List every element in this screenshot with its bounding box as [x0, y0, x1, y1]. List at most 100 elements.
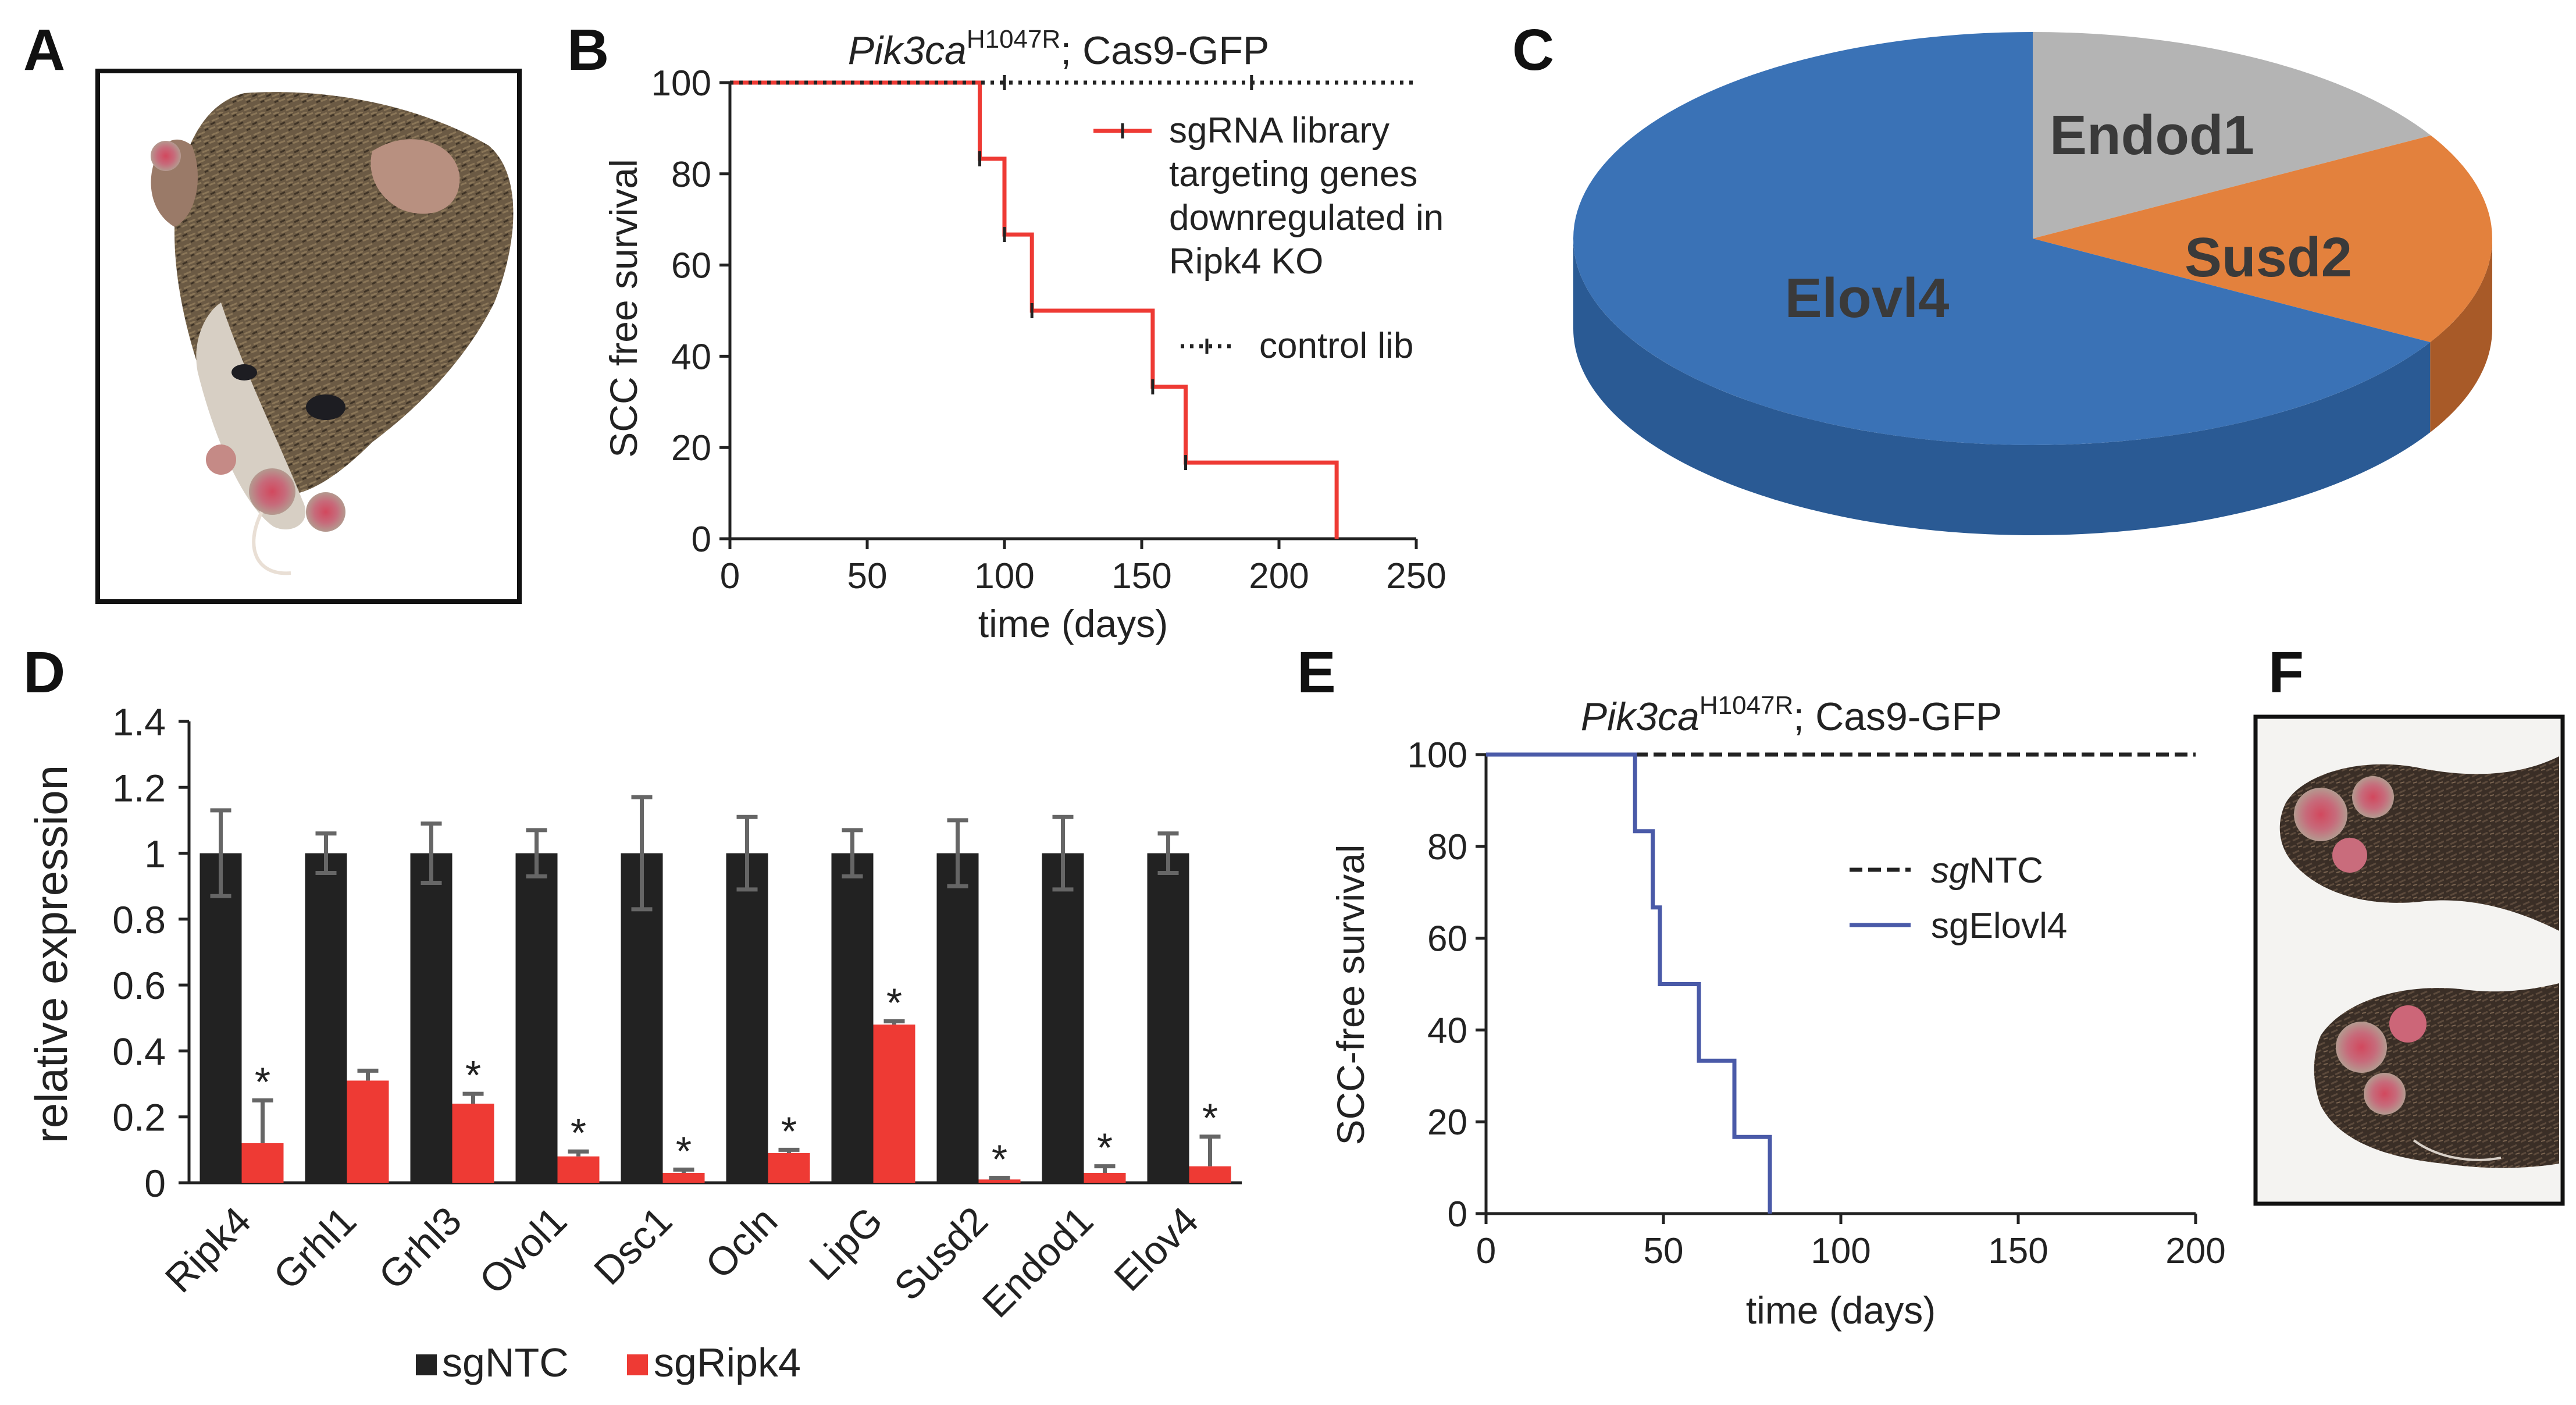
panel-b-ytick-label: 0: [692, 520, 711, 560]
panel-letter-a: A: [23, 17, 65, 83]
panel-e-xtick-label: 100: [1811, 1231, 1870, 1271]
panel-d-ytick-label: 0.4: [112, 1030, 166, 1073]
bar-sgripk4-endod1: [1084, 1173, 1126, 1183]
significance-star-grhl3: *: [465, 1052, 481, 1098]
pie-label-elovl4: Elovl4: [1785, 267, 1950, 329]
panel-b-title: Pik3caH1047R; Cas9-GFP: [848, 25, 1270, 73]
panel-b-title-sup: H1047R: [967, 25, 1060, 54]
bar-sgripk4-susd2: [978, 1179, 1021, 1183]
panel-d-category-dsc1: Dsc1: [586, 1198, 680, 1293]
panel-e-legend-sgelovl4: sgElovl4: [1931, 906, 2067, 946]
panel-d-category-ripk4: Ripk4: [156, 1198, 259, 1301]
panel-e-xtick-label: 200: [2165, 1231, 2225, 1271]
panel-b-ytick-label: 100: [651, 63, 711, 104]
bar-sgntc-ovol1: [515, 853, 558, 1183]
panel-d-ytick-label: 0.2: [112, 1096, 166, 1139]
panel-d-category-grhl3: Grhl3: [370, 1198, 470, 1298]
bar-sgntc-endod1: [1042, 853, 1084, 1183]
panel-letter-c: C: [1512, 17, 1554, 83]
panel-b-legend-dotted-label: control lib: [1259, 326, 1413, 366]
panel-b-title-rest: ; Cas9-GFP: [1060, 29, 1269, 73]
panel-e-xlabel: time (days): [1746, 1289, 1936, 1332]
panel-d-ytick-label: 0.8: [112, 898, 166, 941]
panel-e-legend: sgNTC sgElovl4: [1850, 851, 2067, 946]
panel-letter-b: B: [567, 17, 609, 83]
panel-b-xtick-label: 250: [1386, 556, 1446, 596]
panel-b-survival-chart: Pik3caH1047R; Cas9-GFP 0 50 100 150 200 250 0 2…: [602, 25, 1446, 645]
panel-b-title-gene: Pik3ca: [848, 29, 967, 73]
significance-star-elov4: *: [1202, 1095, 1218, 1141]
panel-letter-d: D: [23, 640, 65, 705]
panel-d-ytick-label: 1.4: [112, 700, 166, 744]
pie-slice-elovl4: [1573, 32, 2431, 445]
significance-star-endod1: *: [1097, 1125, 1113, 1171]
panel-d-bar-chart: 0 0.2 0.4 0.6 0.8 1 1.2 1.4 Ripk4 Grhl1 Grhl3 Ovol1…: [26, 700, 1242, 1385]
bar-sgntc-ocln: [726, 853, 768, 1183]
panel-e-legend-sgntc-rest: NTC: [1969, 851, 2043, 891]
panel-d-legend-sgntc: sgNTC: [442, 1340, 569, 1385]
pie-side-susd2: [2430, 239, 2492, 433]
bar-sgripk4-ripk4: [241, 1143, 284, 1183]
panel-d-legend-sgntc-swatch: [416, 1354, 437, 1375]
panel-d-ytick-label: 1.2: [112, 766, 166, 809]
panel-d-legend-sgripk4-swatch: [627, 1354, 648, 1375]
bar-sgntc-ripk4: [199, 853, 242, 1183]
bar-sgripk4-lipg: [873, 1025, 915, 1183]
panel-b-legend-red-line2: targeting genes: [1169, 154, 1417, 194]
panel-e-ytick-label: 0: [1448, 1194, 1467, 1235]
panel-e-legend-sgntc: sgNTC: [1931, 851, 2043, 891]
bar-sgripk4-grhl1: [347, 1080, 389, 1183]
paw-illustration: [2279, 756, 2559, 1168]
pie-label-susd2: Susd2: [2185, 226, 2352, 289]
bar-sgripk4-grhl3: [452, 1104, 494, 1183]
pie-slice-susd2: [2033, 135, 2492, 343]
panel-d-category-grhl1: Grhl1: [265, 1198, 365, 1298]
panel-b-ytick-label: 40: [671, 337, 711, 377]
significance-star-ocln: *: [781, 1108, 797, 1154]
panel-d-ylabel: relative expression: [26, 765, 77, 1143]
bar-sgripk4-ovol1: [557, 1156, 600, 1183]
pie-side-elovl4: [1573, 239, 2431, 535]
panel-b-legend-red-line4: Ripk4 KO: [1169, 241, 1323, 282]
panel-b-xtick-label: 200: [1249, 556, 1309, 596]
significance-star-ripk4: *: [255, 1059, 270, 1104]
panel-b-xlabel: time (days): [978, 602, 1168, 645]
significance-star-susd2: *: [992, 1137, 1007, 1182]
panel-c-slices: [1573, 32, 2492, 535]
panel-e-survival-chart: Pik3caH1047R; Cas9-GFP 0 50 100 150 200 0 20 40…: [1329, 691, 2226, 1332]
panel-b-ylabel: SCC free survival: [602, 159, 645, 457]
panel-b-ytick-label: 60: [671, 246, 711, 286]
panel-b-xtick-label: 100: [974, 556, 1034, 596]
panel-e-legend-sgntc-italic: sg: [1931, 851, 1969, 891]
panel-b-legend: sgRNA library targeting genes downregula…: [1093, 111, 1444, 366]
pie-slice-endod1: [2033, 32, 2431, 239]
panel-b-legend-red-line1: sgRNA library: [1169, 111, 1389, 151]
panel-d-category-lipg: LipG: [801, 1198, 891, 1289]
panel-e-ytick-label: 20: [1427, 1102, 1467, 1143]
panel-d-category-ocln: Ocln: [697, 1198, 786, 1287]
panel-letter-f: F: [2268, 640, 2304, 705]
bar-sgntc-grhl3: [410, 853, 453, 1183]
significance-star-dsc1: *: [676, 1128, 692, 1173]
panel-d-ytick-label: 0: [144, 1162, 166, 1205]
panel-b-xtick-label: 0: [720, 556, 740, 596]
panel-letter-e: E: [1297, 640, 1336, 705]
panel-e-xtick-label: 50: [1644, 1231, 1684, 1271]
panel-d-ytick-label: 1: [144, 833, 166, 876]
panel-e-ytick-label: 80: [1427, 827, 1467, 867]
panel-d-category-elov4: Elov4: [1106, 1198, 1207, 1300]
panel-b-xtick-label: 150: [1111, 556, 1171, 596]
panel-e-ytick-label: 40: [1427, 1011, 1467, 1051]
bar-sgripk4-elov4: [1189, 1166, 1231, 1183]
panel-e-axes: 0 50 100 150 200 0 20 40 60 80 100: [1408, 735, 2226, 1271]
panel-a-photo: [95, 69, 522, 604]
panel-e-xtick-label: 150: [1988, 1231, 2048, 1271]
panel-b-ytick-label: 20: [671, 428, 711, 468]
panel-d-bars: * * * * * * * * *: [199, 795, 1231, 1183]
panel-b-ytick-label: 80: [671, 155, 711, 195]
panel-e-title-sup: H1047R: [1699, 691, 1793, 720]
panel-b-series: [730, 75, 1416, 539]
panel-d-legend-sgripk4: sgRipk4: [654, 1340, 801, 1385]
panel-e-xtick-label: 0: [1476, 1231, 1496, 1271]
